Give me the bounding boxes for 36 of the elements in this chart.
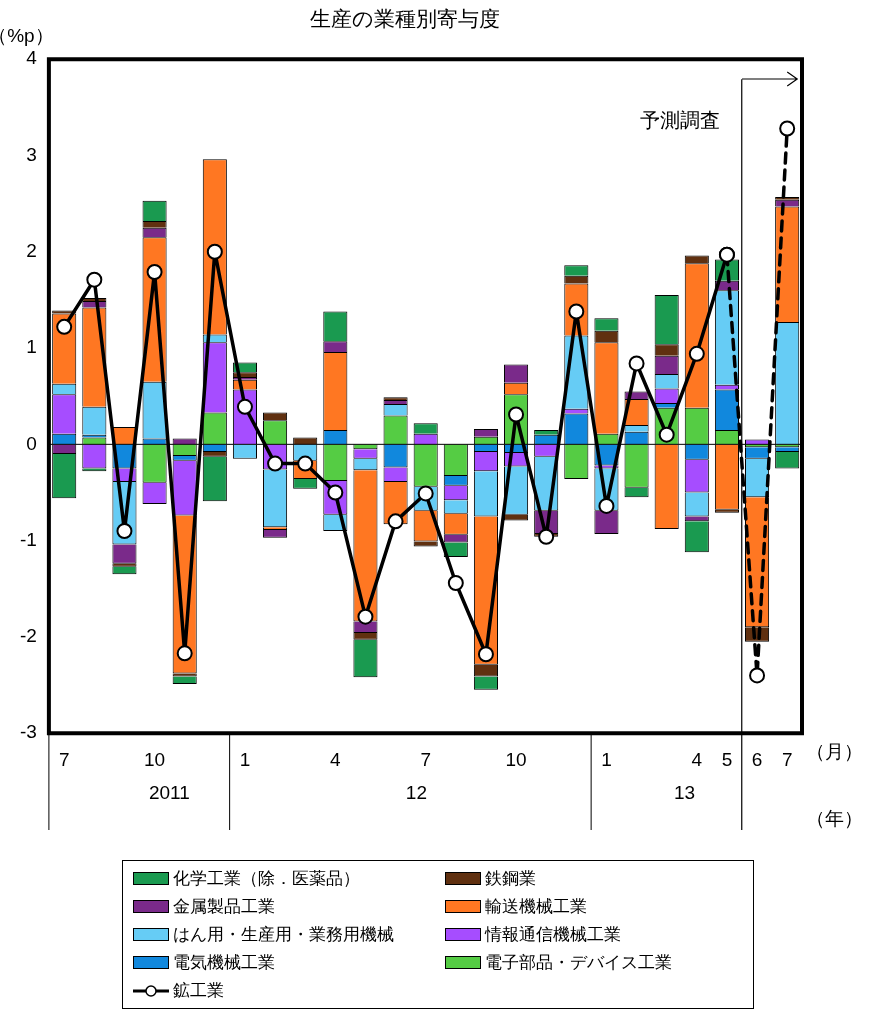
legend-label: 金属製品工業	[173, 896, 275, 918]
y-tick-label: -2	[19, 625, 37, 647]
legend-label: 輸送機械工業	[485, 896, 587, 918]
y-tick-label: 2	[26, 240, 37, 262]
y-tick-label: -3	[19, 721, 37, 743]
ref-line-label: 予測調査	[639, 108, 720, 131]
x-tick-label: 7	[420, 748, 431, 770]
x-tick-label: 6	[751, 748, 763, 770]
legend-label: 電気機械工業	[173, 952, 275, 974]
legend-label: はん用・生産用・業務用機械	[173, 924, 394, 946]
x-tick-label: 7	[58, 748, 70, 770]
y-axis-title: （%p）	[0, 25, 54, 47]
y-tick-label: 3	[26, 143, 37, 165]
x-tick-label: 4	[691, 748, 703, 770]
x-tick-label: 4	[330, 748, 342, 770]
x-tick-label: 10	[505, 748, 527, 770]
legend-label: 鉱工業	[173, 980, 224, 1002]
text: 13	[673, 782, 696, 804]
text: 2011	[148, 782, 190, 804]
legend-label: 化学工業（除．医薬品）	[173, 868, 360, 890]
x-tick-label: 5	[721, 748, 733, 770]
chart-title: 生産の業種別寄与度	[310, 7, 500, 31]
x-tick-label: 1	[239, 748, 251, 770]
y-tick-label: -1	[19, 528, 37, 550]
legend-label: 鉄鋼業	[485, 868, 536, 890]
y-tick-label: 0	[26, 432, 37, 454]
y-tick-label: 4	[26, 47, 38, 69]
x-tick-label: 10	[144, 748, 166, 770]
text: 12	[405, 782, 427, 804]
legend-label: 電子部品・デバイス工業	[485, 952, 672, 974]
x-tick-label: 1	[601, 748, 612, 770]
legend-label: 情報通信機械工業	[485, 924, 621, 946]
x-tick-label: 7	[781, 748, 793, 770]
text: （年）	[806, 808, 863, 830]
x-axis-title: （月）	[806, 740, 863, 762]
y-tick-label: 1	[26, 336, 37, 358]
